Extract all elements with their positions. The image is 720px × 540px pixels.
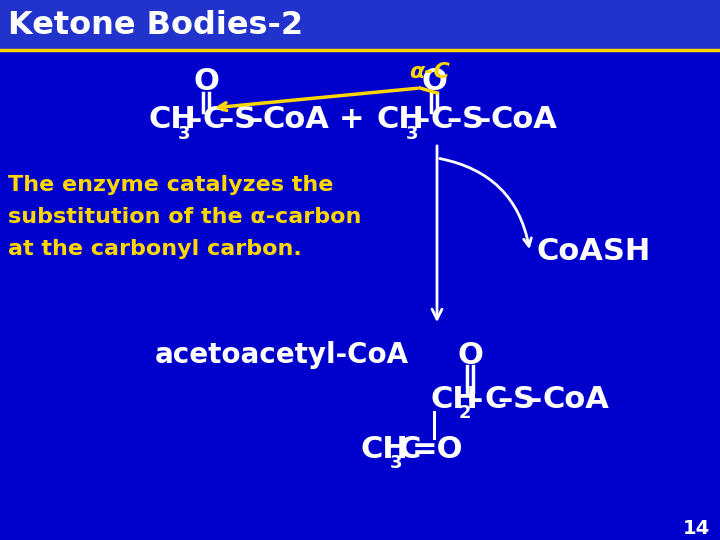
Text: –: – <box>497 386 512 415</box>
Text: 2: 2 <box>459 404 472 422</box>
Text: CH: CH <box>376 105 424 134</box>
Text: –: – <box>414 105 429 134</box>
Text: –: – <box>475 105 490 134</box>
Bar <box>0 0 720 50</box>
Text: CoA: CoA <box>262 105 329 134</box>
Text: The enzyme catalyzes the: The enzyme catalyzes the <box>8 175 333 195</box>
Text: –: – <box>467 386 482 415</box>
Text: O: O <box>193 68 219 97</box>
Text: CH: CH <box>360 435 408 464</box>
Text: acetoacetyl-CoA: acetoacetyl-CoA <box>155 341 409 369</box>
Text: CoA: CoA <box>542 386 609 415</box>
Text: CoA: CoA <box>490 105 557 134</box>
Text: α-C: α-C <box>410 62 451 82</box>
Text: S: S <box>234 105 256 134</box>
Text: 3: 3 <box>390 454 402 472</box>
Text: C: C <box>203 105 225 134</box>
Text: S: S <box>462 105 484 134</box>
Text: C: C <box>431 105 454 134</box>
Text: O: O <box>421 68 447 97</box>
Text: at the carbonyl carbon.: at the carbonyl carbon. <box>8 239 302 259</box>
Text: –: – <box>218 105 233 134</box>
Text: 14: 14 <box>683 518 710 537</box>
Text: C: C <box>484 386 506 415</box>
Text: 3: 3 <box>178 125 191 143</box>
Text: C: C <box>398 435 420 464</box>
Text: substitution of the α-carbon: substitution of the α-carbon <box>8 207 361 227</box>
Text: CH: CH <box>430 386 478 415</box>
Text: S: S <box>513 386 535 415</box>
Text: 3: 3 <box>406 125 418 143</box>
Text: –: – <box>247 105 262 134</box>
Text: CH: CH <box>148 105 196 134</box>
Text: CoASH: CoASH <box>537 238 652 267</box>
Text: +: + <box>339 105 365 134</box>
Text: –: – <box>186 105 202 134</box>
Text: O: O <box>457 341 483 369</box>
Text: –: – <box>446 105 462 134</box>
Text: =O: =O <box>412 435 464 464</box>
Text: Ketone Bodies-2: Ketone Bodies-2 <box>8 10 303 40</box>
Text: –: – <box>526 386 541 415</box>
